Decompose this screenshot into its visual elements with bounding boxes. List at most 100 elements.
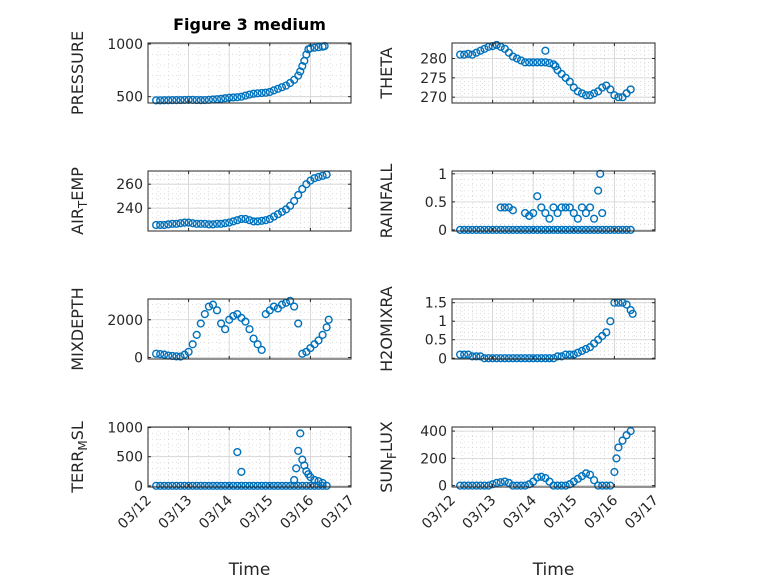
y-axis-label-subscript: M [76,440,90,450]
data-point [208,220,218,229]
y-axis-label-subscript: F [385,452,399,459]
data-point [533,354,542,363]
data-point [208,481,218,490]
data-point [456,50,465,59]
data-point [253,217,262,226]
data-point [176,481,185,490]
subplot-mixdepth: 0 2000 MIXDEPTH [68,287,352,371]
data-point [294,446,303,455]
data-point [294,190,303,200]
data-point [292,464,301,473]
data-point [245,325,254,334]
data-point [516,56,526,65]
data-point [541,208,550,218]
data-point [156,481,165,490]
y-tick-label: 0.5 [425,195,447,211]
data-point [261,481,270,490]
y-tick-label: 275 [420,71,447,87]
data-point [557,225,566,234]
data-point [298,349,307,358]
data-point [249,217,258,226]
data-point [152,220,161,230]
data-point [216,219,226,228]
data-point [585,470,595,479]
data-point [577,346,587,355]
data-point [598,225,607,234]
data-point [551,62,560,71]
data-point [508,206,518,215]
y-tick-label: 0 [134,350,143,366]
data-point [200,481,209,490]
data-point [196,96,205,105]
data-point [192,330,201,339]
data-point [253,340,262,349]
data-point [176,219,185,228]
axes-box [451,298,656,360]
data-point [516,354,526,363]
data-point [472,225,481,234]
data-point [216,319,226,328]
data-point [290,302,299,311]
data-point [172,96,181,105]
data-point [184,218,193,227]
data-point [589,225,599,234]
data-point [628,309,637,318]
y-axis-label: MIXDEPTH [68,287,87,370]
data-point [310,43,319,52]
data-point [468,481,477,490]
axes-box [147,298,352,360]
data-point [152,349,161,358]
data-point [188,481,197,490]
subplot-h2omixra: 0 0.5 1 1.5 H2OMIXRA [377,286,656,372]
data-point [581,344,591,354]
data-point [537,472,546,481]
data-point [460,50,469,59]
data-point [516,225,526,234]
data-point [192,481,201,490]
data-point [484,354,493,363]
data-point [302,50,311,59]
data-point [237,467,246,476]
data-point [208,300,218,309]
data-point [233,93,242,102]
data-point [152,481,161,490]
y-axis-label-subscript: T [76,200,90,209]
data-point [537,354,546,363]
data-point [164,220,173,229]
data-point [549,354,558,363]
data-point [265,87,274,97]
data-point [306,481,315,490]
data-point [233,216,242,225]
data-point [314,172,323,182]
data-point [525,225,534,234]
data-point [565,225,574,234]
subplot-pressure: 500 1000 PRESSURE Figure 3 medium [68,15,352,115]
data-point [508,52,518,61]
data-point [310,174,319,183]
data-point [606,481,615,490]
data-point [302,481,311,490]
data-point [549,481,558,490]
y-tick-label: 500 [116,90,143,106]
data-point [286,296,295,305]
data-point [281,81,291,90]
x-axis-label: Time [532,560,575,580]
data-point [241,317,250,326]
data-point [480,44,489,53]
data-point [216,481,226,490]
data-point [512,54,522,63]
data-point [565,350,574,359]
figure-title: Figure 3 medium [173,15,326,34]
data-point [265,481,274,490]
data-point [318,330,327,339]
data-point [192,219,201,228]
data-point [269,86,278,95]
data-point [168,96,177,105]
data-point [565,77,574,86]
data-point [464,225,473,234]
data-point [172,481,181,490]
data-point [512,225,522,234]
data-point [225,218,234,227]
data-point [529,354,538,363]
data-point [545,59,554,68]
